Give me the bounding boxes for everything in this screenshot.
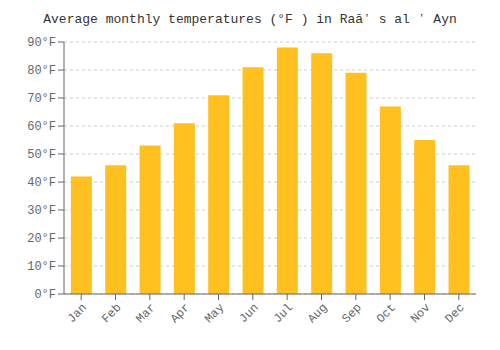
svg-text:Jan: Jan <box>65 301 90 326</box>
svg-text:60°F: 60°F <box>27 120 56 134</box>
svg-text:May: May <box>202 301 227 326</box>
svg-text:70°F: 70°F <box>27 92 56 106</box>
svg-text:Mar: Mar <box>134 301 159 326</box>
svg-text:80°F: 80°F <box>27 64 56 78</box>
svg-text:90°F: 90°F <box>27 36 56 50</box>
html-text:Average monthly temperatures (: Average monthly temperatures (°F ) in Ra… <box>43 12 457 27</box>
svg-text:20°F: 20°F <box>27 232 56 246</box>
svg-text:Dec: Dec <box>443 301 468 326</box>
svg-text:Jun: Jun <box>237 301 262 326</box>
svg-text:Apr: Apr <box>168 301 193 326</box>
svg-text:Aug: Aug <box>305 301 330 326</box>
svg-text:Oct: Oct <box>374 301 399 326</box>
svg-text:30°F: 30°F <box>27 204 56 218</box>
svg-text:0°F: 0°F <box>34 288 56 302</box>
svg-text:40°F: 40°F <box>27 176 56 190</box>
svg-text:10°F: 10°F <box>27 260 56 274</box>
svg-text:50°F: 50°F <box>27 148 56 162</box>
svg-text:Nov: Nov <box>408 301 433 326</box>
svg-text:Feb: Feb <box>99 301 124 326</box>
svg-text:Sep: Sep <box>340 301 365 326</box>
svg-text:Jul: Jul <box>271 301 296 326</box>
